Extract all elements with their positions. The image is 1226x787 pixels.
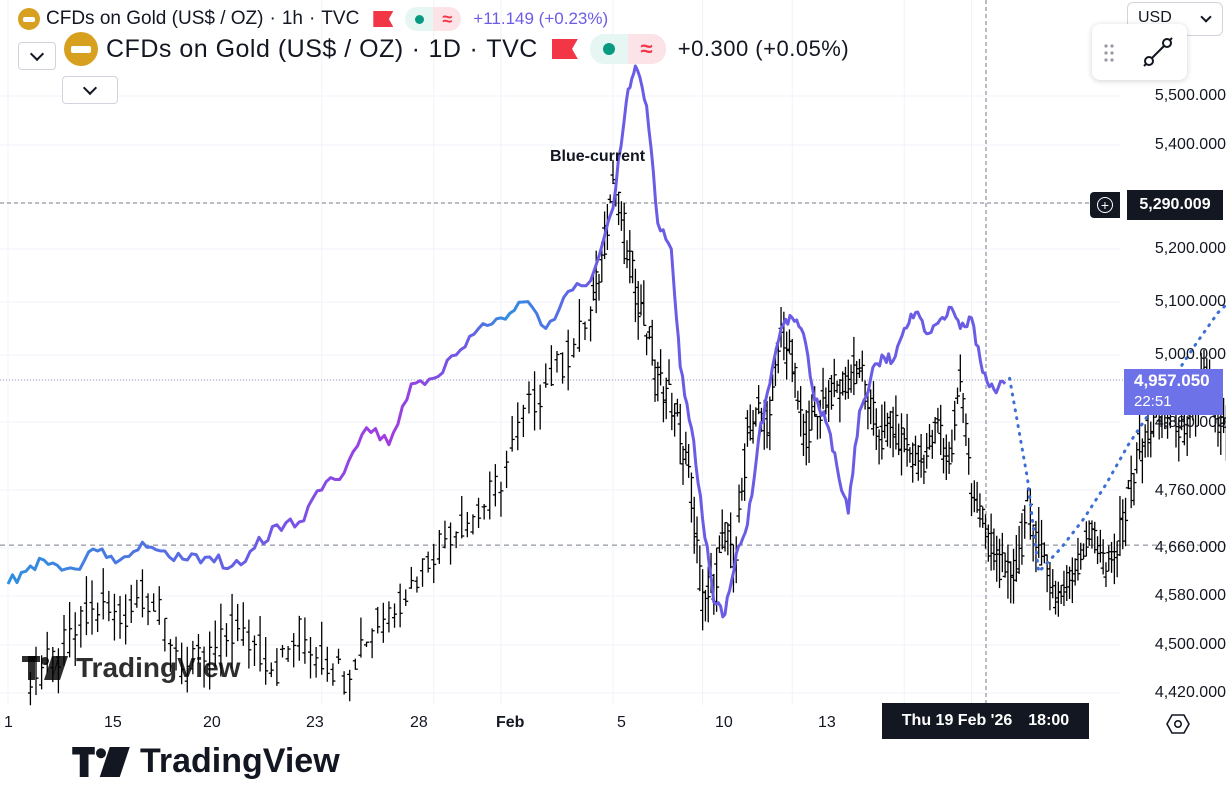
chevron-down-icon (82, 80, 98, 95)
projection-dotted-series (1008, 302, 1226, 576)
tradingview-logo-icon (22, 656, 68, 680)
legend-separator: · (469, 34, 479, 63)
time-axis-label: 10 (715, 714, 733, 731)
price-axis-label: 4,580.000 (1154, 587, 1226, 604)
time-axis-label: 5 (617, 714, 626, 731)
price-axis-label: 4,880.000 (1154, 414, 1226, 431)
legend-collapse-button[interactable] (62, 76, 118, 104)
projection-dotted-line (1008, 302, 1226, 576)
price-axis-label: 5,100.000 (1154, 293, 1226, 310)
blue-current-series (6, 64, 1007, 619)
crosshair-time: 18:00 (1028, 712, 1070, 729)
tradingview-watermark: TradingView (70, 742, 340, 781)
legend-small-interval[interactable]: 1h (281, 8, 303, 29)
last-price-countdown: 22:51 (1134, 393, 1172, 410)
legend-small[interactable]: CFDs on Gold (US$ / OZ) · 1h · TVC ≈ +11… (18, 6, 608, 32)
flag-icon[interactable] (373, 11, 394, 27)
price-axis-label: 4,660.000 (1154, 539, 1226, 556)
price-axis-label: 5,500.000 (1154, 87, 1226, 104)
legend-small-title: CFDs on Gold (US$ / OZ) (46, 8, 264, 29)
price-axis-label: 5,400.000 (1154, 136, 1226, 153)
watermark-text: TradingView (76, 652, 241, 683)
chart-annotation[interactable]: Blue-current (550, 148, 646, 165)
crosshair-plus-button[interactable]: + (1090, 192, 1120, 218)
status-pill[interactable]: ≈ (589, 34, 666, 64)
tradingview-logo-icon (70, 746, 132, 777)
chevron-down-icon (29, 46, 45, 61)
legend-small-change: +11.149 (+0.23%) (473, 9, 609, 28)
legend-big[interactable]: CFDs on Gold (US$ / OZ) · 1D · TVC ≈ +0.… (64, 32, 850, 66)
black-candle-series (27, 159, 1226, 706)
legend-big-source: TVC (486, 34, 538, 63)
crosshair-price-label: 5,290.009 (1127, 190, 1223, 220)
time-axis-label: 20 (203, 714, 221, 731)
last-price-badge: 4,957.050 22:51 (1124, 369, 1223, 415)
blue-current-line (6, 64, 1007, 619)
legend-big-title: CFDs on Gold (US$ / OZ) (106, 34, 404, 63)
time-axis-label: 1 (4, 714, 13, 731)
trend-line-icon[interactable] (1143, 37, 1173, 67)
price-axis-label: 4,420.000 (1154, 684, 1226, 701)
tradingview-watermark: TradingView (22, 652, 240, 684)
chevron-down-icon (1200, 11, 1212, 23)
time-axis-label: 28 (410, 714, 428, 731)
crosshair-date-label: Thu 19 Feb '26 18:00 (882, 703, 1089, 739)
time-axis-label: 23 (306, 714, 324, 731)
wave-icon: ≈ (627, 34, 666, 64)
wave-icon: ≈ (433, 7, 462, 31)
market-open-dot-icon (414, 14, 424, 24)
legend-big-change: +0.300 (+0.05%) (677, 36, 850, 61)
price-axis-label: 4,760.000 (1154, 482, 1226, 499)
gold-coin-icon (64, 32, 98, 66)
crosshair-plus-icon: + (1097, 197, 1113, 213)
drawing-toolbar[interactable] (1092, 24, 1187, 80)
price-axis-label: 5,000.000 (1154, 346, 1226, 363)
gold-coin-icon (18, 8, 40, 30)
time-axis-label: Feb (496, 714, 525, 731)
legend-small-source: TVC (321, 8, 360, 29)
legend-collapse-button[interactable] (18, 42, 56, 70)
crosshair-date: Thu 19 Feb '26 (901, 712, 1013, 729)
price-axis-label: 4,500.000 (1154, 636, 1226, 653)
time-axis-label: 15 (104, 714, 122, 731)
time-axis-label: 13 (818, 714, 836, 731)
price-axis-label: 5,200.000 (1154, 240, 1226, 257)
legend-separator: · (269, 8, 276, 29)
goto-realtime-icon[interactable] (1166, 712, 1190, 736)
market-open-dot-icon (602, 43, 615, 55)
watermark-text: TradingView (140, 742, 340, 780)
status-pill[interactable]: ≈ (405, 7, 462, 31)
last-price-value: 4,957.050 (1134, 371, 1210, 390)
legend-separator: · (308, 8, 316, 29)
currency-label: USD (1138, 9, 1172, 26)
legend-separator: · (411, 34, 421, 63)
drag-handle-icon[interactable] (1104, 44, 1114, 62)
grid-lines (0, 0, 1120, 705)
flag-icon[interactable] (551, 39, 578, 59)
legend-big-interval[interactable]: 1D (428, 34, 462, 63)
